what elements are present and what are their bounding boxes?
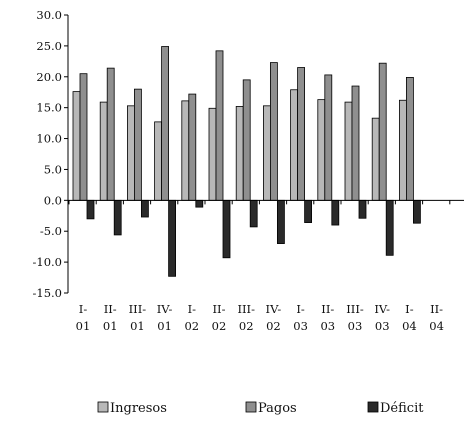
x-category-label-line2: 02 xyxy=(184,319,199,333)
x-category-label-line1: II- xyxy=(430,302,443,316)
x-category-label-line1: IV- xyxy=(374,302,390,316)
bar-dficit-9 xyxy=(331,199,340,226)
bar-dficit-3 xyxy=(168,199,177,277)
x-category-label-line2: 03 xyxy=(375,319,390,333)
y-tick-label: 15.0 xyxy=(36,101,62,115)
bar-ingresos-11 xyxy=(371,117,380,201)
x-category-label-line1: I- xyxy=(296,302,305,316)
x-category-label-line1: III- xyxy=(346,302,364,316)
x-category-label-line2: 02 xyxy=(266,319,281,333)
bar-dficit-8 xyxy=(304,199,313,223)
legend-label-pagos: Pagos xyxy=(258,401,297,416)
bar-ingresos-3 xyxy=(154,121,163,201)
bar-pagos-8 xyxy=(297,67,306,201)
x-category-label-line2: 01 xyxy=(130,319,145,333)
bar-pagos-12 xyxy=(405,76,414,201)
bar-ingresos-2 xyxy=(127,105,135,201)
bar-dficit-11 xyxy=(385,199,394,256)
bar-ingresos-6 xyxy=(235,106,244,201)
x-category-label-line2: 01 xyxy=(157,319,172,333)
bar-pagos-4 xyxy=(188,93,197,201)
legend-swatch-pagos xyxy=(245,401,257,413)
x-category-label-line2: 03 xyxy=(320,319,335,333)
bar-ingresos-7 xyxy=(262,105,271,201)
legend-label-ingresos: Ingresos xyxy=(110,401,167,416)
legend-swatch-ingresos xyxy=(97,401,109,413)
x-category-label-line2: 01 xyxy=(103,319,118,333)
x-category-label-line1: IV- xyxy=(157,302,173,316)
bar-pagos-1 xyxy=(106,67,115,201)
bar-pagos-3 xyxy=(161,46,170,201)
legend-swatch-dficit xyxy=(367,401,379,413)
bar-dficit-5 xyxy=(222,199,231,259)
bar-pagos-5 xyxy=(215,50,224,201)
bar-dficit-12 xyxy=(412,199,421,224)
x-category-label-line1: I- xyxy=(79,302,88,316)
x-category-label-line1: I- xyxy=(405,302,414,316)
bar-dficit-0 xyxy=(86,199,95,220)
bar-pagos-7 xyxy=(269,62,278,201)
bar-dficit-2 xyxy=(140,199,149,218)
bar-pagos-10 xyxy=(351,85,360,201)
x-category-label-line2: 01 xyxy=(76,319,91,333)
bar-dficit-1 xyxy=(113,199,122,236)
bar-ingresos-9 xyxy=(317,99,326,201)
y-tick-label: 5.0 xyxy=(44,162,62,176)
y-tick-label: 0.0 xyxy=(44,193,62,207)
y-tick-label: -15.0 xyxy=(33,286,63,300)
x-category-label-line1: I- xyxy=(188,302,197,316)
bar-pagos-2 xyxy=(133,88,142,201)
bar-pagos-6 xyxy=(242,79,251,201)
x-category-label-line2: 03 xyxy=(293,319,308,333)
bar-ingresos-8 xyxy=(290,89,299,201)
x-category-label-line1: III- xyxy=(237,302,255,316)
x-category-label-line1: III- xyxy=(129,302,147,316)
y-tick-label: 20.0 xyxy=(36,70,62,84)
bar-ingresos-1 xyxy=(99,101,108,201)
bar-dficit-6 xyxy=(249,199,258,228)
y-tick-label: 25.0 xyxy=(36,39,62,53)
bar-ingresos-12 xyxy=(398,99,407,201)
bar-dficit-4 xyxy=(195,199,204,208)
bar-dficit-7 xyxy=(276,199,285,244)
x-category-label-line2: 02 xyxy=(212,319,227,333)
bar-ingresos-0 xyxy=(72,91,81,201)
bar-dficit-10 xyxy=(358,199,367,219)
x-category-label-line1: II- xyxy=(321,302,334,316)
y-tick-label: 30.0 xyxy=(36,8,62,22)
y-tick-label: -5.0 xyxy=(40,224,62,238)
bar-ingresos-10 xyxy=(344,101,353,201)
bar-ingresos-4 xyxy=(181,100,190,201)
x-category-label-line2: 02 xyxy=(239,319,254,333)
legend-label-dficit: Déficit xyxy=(380,401,424,416)
y-tick-label: 10.0 xyxy=(36,132,62,146)
x-category-label-line2: 04 xyxy=(402,319,417,333)
x-category-label-line1: II- xyxy=(104,302,117,316)
x-category-label-line1: IV- xyxy=(266,302,282,316)
bar-pagos-9 xyxy=(324,74,333,201)
bar-ingresos-5 xyxy=(208,107,217,201)
x-category-label-line1: II- xyxy=(213,302,226,316)
y-tick-label: -10.0 xyxy=(33,255,63,269)
bar-pagos-11 xyxy=(378,62,387,201)
x-category-label-line2: 03 xyxy=(348,319,363,333)
bar-pagos-0 xyxy=(79,73,88,201)
x-category-label-line2: 04 xyxy=(429,319,444,333)
